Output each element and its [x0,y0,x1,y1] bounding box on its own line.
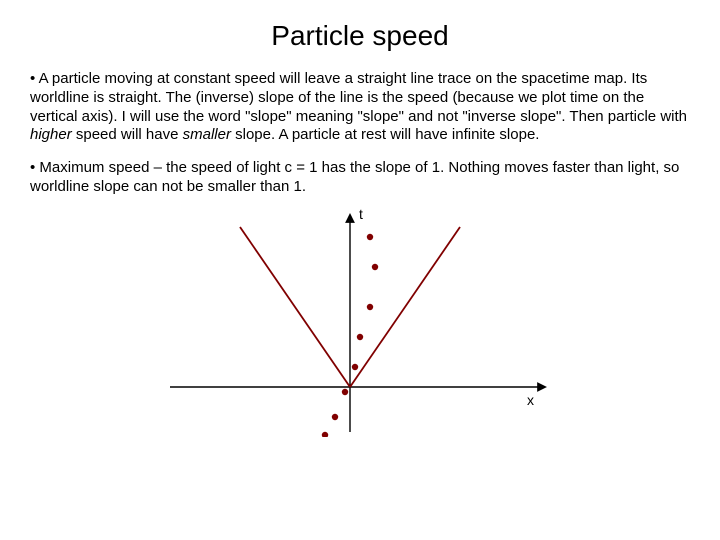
spacetime-diagram: tx [145,207,575,437]
event-dot [372,263,378,269]
p1-d: smaller [183,126,231,143]
event-dot [322,431,328,436]
event-dot [357,333,363,339]
event-dot [332,413,338,419]
x-axis-label: x [527,392,534,408]
slide-title: Particle speed [30,20,690,52]
event-dot [342,388,348,394]
t-axis-label: t [359,207,363,222]
event-dot [367,233,373,239]
event-dot [352,363,358,369]
lightcone-right [350,227,460,387]
p1-c: speed will have [72,126,183,143]
paragraph-1: • A particle moving at constant speed wi… [30,70,690,145]
p1-a: • A particle moving at constant speed wi… [30,70,687,125]
p1-e: slope. A particle at rest will have infi… [231,126,540,143]
lightcone-left [240,227,350,387]
diagram-container: tx [30,207,690,437]
paragraph-2: • Maximum speed – the speed of light c =… [30,159,690,197]
event-dot [367,303,373,309]
p1-b: higher [30,126,72,143]
